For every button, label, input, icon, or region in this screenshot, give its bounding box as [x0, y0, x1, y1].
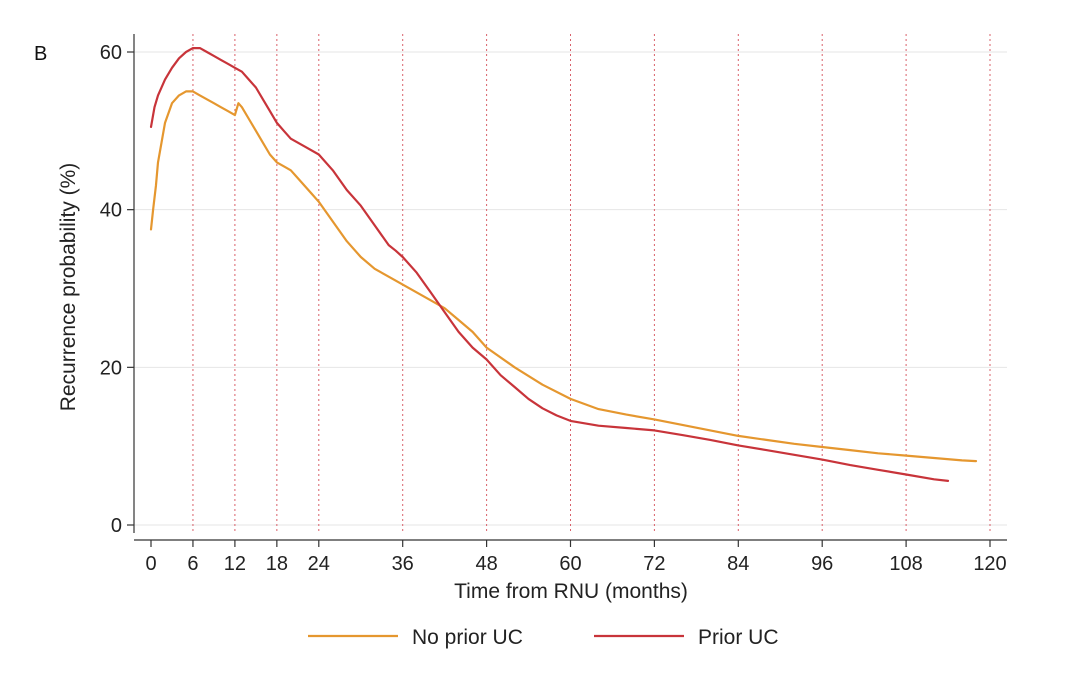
x-tick-label: 12 [224, 553, 246, 575]
series-layer [149, 46, 978, 482]
x-tick-label: 96 [811, 553, 833, 575]
x-tick-label: 6 [187, 553, 198, 575]
x-tick-label: 120 [973, 553, 1006, 575]
legend-label-prior-uc: Prior UC [698, 626, 779, 649]
x-tick-label: 18 [266, 553, 288, 575]
ticks: 0 20 40 60 0 6 12 18 24 36 48 60 72 84 96 108 120 [100, 42, 1007, 575]
y-tick-label: 40 [100, 200, 122, 222]
legend: No prior UC Prior UC [308, 626, 779, 649]
series-line-prior-uc [149, 46, 950, 482]
panel-label: B [34, 43, 47, 65]
legend-label-no-prior-uc: No prior UC [412, 626, 523, 649]
x-tick-label: 36 [392, 553, 414, 575]
series-line-no-prior-uc [149, 90, 978, 463]
x-tick-label: 0 [145, 553, 156, 575]
x-tick-label: 84 [727, 553, 749, 575]
x-tick-label: 24 [308, 553, 330, 575]
x-axis-title: Time from RNU (months) [454, 580, 688, 603]
y-axis-title: Recurrence probability (%) [57, 163, 80, 412]
x-tick-label: 60 [559, 553, 581, 575]
reference-lines [192, 34, 991, 533]
x-tick-label: 48 [475, 553, 497, 575]
x-tick-label: 108 [889, 553, 922, 575]
y-tick-label: 60 [100, 42, 122, 64]
y-tick-label: 20 [100, 357, 122, 379]
x-tick-label: 72 [643, 553, 665, 575]
y-tick-label: 0 [111, 515, 122, 537]
